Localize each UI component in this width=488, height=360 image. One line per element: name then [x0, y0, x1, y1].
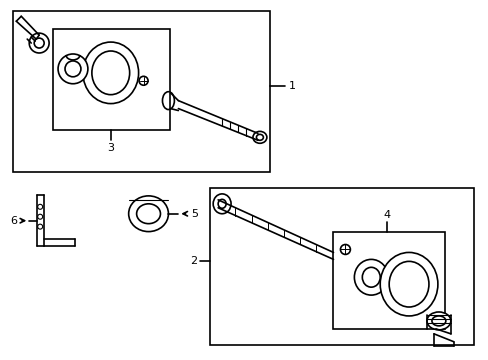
Ellipse shape [136, 204, 160, 224]
Ellipse shape [388, 261, 428, 307]
Ellipse shape [256, 134, 263, 140]
Ellipse shape [58, 54, 88, 84]
Ellipse shape [38, 214, 42, 219]
Ellipse shape [380, 252, 437, 316]
Ellipse shape [252, 131, 266, 143]
Text: 2: 2 [189, 256, 197, 266]
Text: 6: 6 [10, 216, 17, 226]
Ellipse shape [354, 260, 387, 295]
Ellipse shape [162, 92, 174, 109]
Ellipse shape [83, 42, 138, 104]
Text: 4: 4 [383, 210, 390, 220]
Text: 1: 1 [288, 81, 296, 91]
Ellipse shape [426, 312, 450, 330]
Ellipse shape [128, 196, 168, 231]
Text: 5: 5 [190, 209, 197, 219]
Ellipse shape [213, 194, 231, 214]
Ellipse shape [340, 244, 350, 255]
Ellipse shape [362, 267, 380, 287]
Ellipse shape [218, 199, 225, 208]
Ellipse shape [38, 224, 42, 229]
Bar [210, 188, 473, 345]
Ellipse shape [34, 38, 44, 48]
Text: 3: 3 [107, 143, 114, 153]
Ellipse shape [139, 76, 148, 85]
Ellipse shape [29, 33, 49, 53]
Bar [13, 11, 269, 172]
Ellipse shape [65, 61, 81, 77]
Ellipse shape [38, 204, 42, 209]
Ellipse shape [431, 316, 445, 326]
Bar [333, 231, 444, 329]
Bar [53, 29, 170, 130]
Ellipse shape [92, 51, 129, 95]
